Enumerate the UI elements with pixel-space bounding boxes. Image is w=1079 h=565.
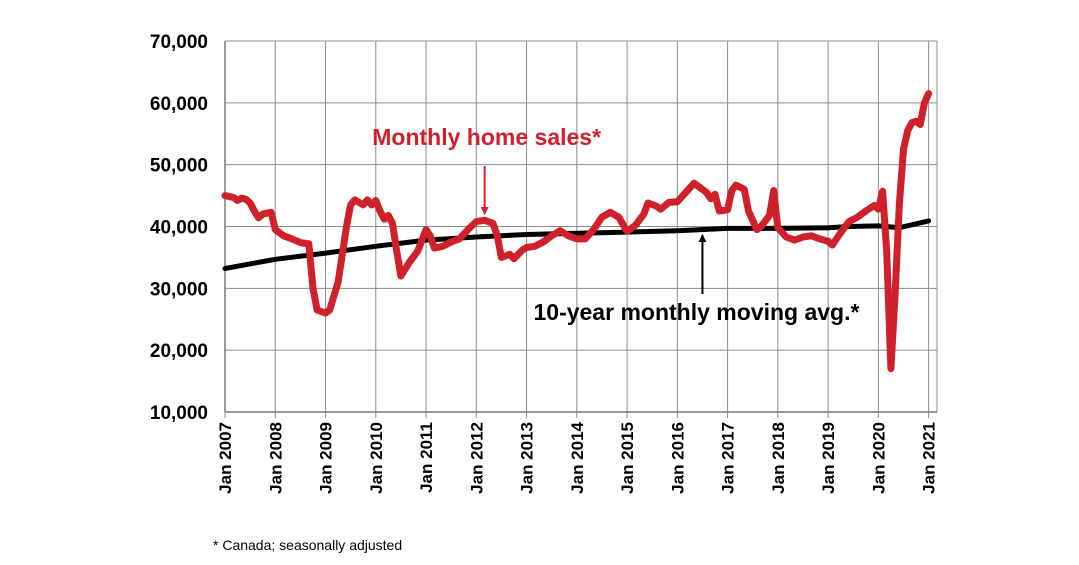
- y-tick-label: 40,000: [150, 218, 208, 239]
- x-tick-label: Jan 2015: [618, 422, 637, 494]
- chart-grid: [224, 40, 938, 418]
- x-tick-label: Jan 2008: [266, 422, 285, 494]
- x-tick-label: Jan 2019: [819, 422, 838, 494]
- x-tick-label: Jan 2010: [367, 422, 386, 494]
- x-tick-label: Jan 2007: [216, 422, 235, 494]
- y-tick-label: 20,000: [150, 341, 208, 362]
- chart-annotations: Monthly home sales* 10-year monthly movin…: [372, 124, 859, 325]
- chart-series: [221, 90, 933, 373]
- y-tick-label: 70,000: [150, 32, 208, 53]
- y-tick-label: 50,000: [150, 156, 208, 177]
- x-tick-label: Jan 2021: [920, 422, 939, 494]
- x-tick-label: Jan 2009: [317, 422, 336, 494]
- x-tick-label: Jan 2020: [869, 422, 888, 494]
- x-tick-label: Jan 2011: [417, 422, 436, 493]
- x-tick-label: Jan 2013: [518, 422, 537, 494]
- y-tick-label: 30,000: [150, 279, 208, 300]
- annotation-moving-average: 10-year monthly moving avg.*: [533, 299, 859, 325]
- y-tick-label: 60,000: [150, 94, 208, 115]
- x-tick-label: Jan 2016: [668, 422, 687, 494]
- annotation-monthly-home-sales: Monthly home sales*: [372, 124, 601, 150]
- x-tick-label: Jan 2012: [467, 422, 486, 494]
- y-axis-ticks: 10,000 20,000 30,000 40,000 50,000 60,000 70,0…: [150, 32, 208, 424]
- series-line-monthly-home-sales: [221, 90, 933, 373]
- x-tick-label: Jan 2014: [568, 421, 587, 493]
- x-axis-ticks: Jan 2007 Jan 2008 Jan 2009 Jan 2010 Jan 2011…: [216, 421, 939, 493]
- x-tick-label: Jan 2018: [769, 422, 788, 494]
- y-tick-label: 10,000: [150, 403, 208, 424]
- footnote: * Canada; seasonally adjusted: [213, 537, 403, 553]
- x-tick-label: Jan 2017: [719, 422, 738, 494]
